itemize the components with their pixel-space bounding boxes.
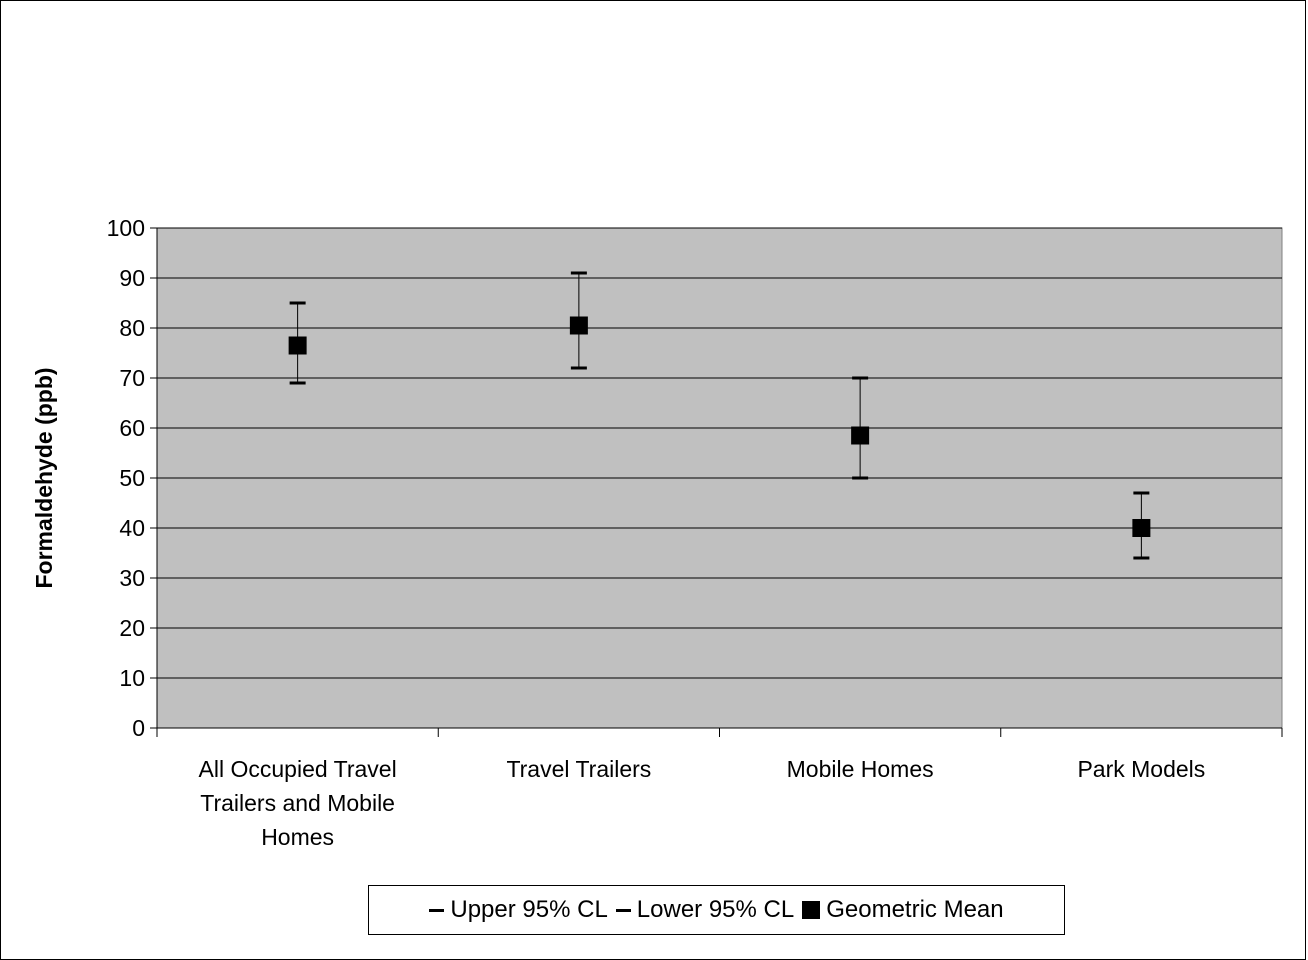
x-tick-label-1: Travel Trailers — [506, 756, 651, 782]
data-marks — [288, 271, 1151, 560]
geometric-mean-square-icon — [802, 901, 821, 919]
y-tick-labels: 0 10 20 30 40 50 60 70 80 90 100 — [107, 215, 145, 741]
legend-item-mean: Geometric Mean — [802, 896, 1004, 924]
upper-cl-marker-3 — [1133, 491, 1150, 495]
upper-cl-marker-1 — [570, 271, 587, 275]
x-tick-labels: All Occupied Travel Trailers and Mobile Ho… — [199, 756, 1206, 850]
y-tick-label-30: 30 — [119, 565, 145, 591]
y-tick-label-90: 90 — [119, 265, 145, 291]
legend: Upper 95% CL Lower 95% CL Geometric Mean — [368, 885, 1065, 935]
chart-svg: 0 10 20 30 40 50 60 70 80 90 100 All Occupied Trav… — [31, 215, 1283, 850]
lower-cl-marker-0 — [289, 381, 306, 385]
y-tick-label-80: 80 — [119, 315, 145, 341]
legend-label-mean: Geometric Mean — [826, 896, 1004, 923]
geometric-mean-point-1 — [569, 316, 588, 335]
legend-label-upper: Upper 95% CL — [450, 896, 608, 923]
upper-cl-dash-icon — [429, 908, 445, 912]
x-tick-label-3: Park Models — [1077, 756, 1205, 782]
y-axis-label: Formaldehyde (ppb) — [31, 367, 57, 588]
y-tick-label-50: 50 — [119, 465, 145, 491]
lower-cl-marker-2 — [852, 476, 869, 480]
y-tick-label-0: 0 — [132, 715, 145, 741]
gridlines — [157, 227, 1282, 679]
geometric-mean-point-0 — [288, 336, 307, 355]
y-tick-label-60: 60 — [119, 415, 145, 441]
geometric-mean-point-2 — [851, 426, 870, 445]
x-tick-label-2: Mobile Homes — [787, 756, 934, 782]
y-tick-label-70: 70 — [119, 365, 145, 391]
legend-label-lower: Lower 95% CL — [636, 896, 795, 923]
y-tick-label-100: 100 — [107, 215, 145, 241]
lower-cl-marker-1 — [570, 366, 587, 370]
geometric-mean-point-3 — [1132, 519, 1151, 537]
y-tick-label-10: 10 — [119, 665, 145, 691]
legend-item-lower: Lower 95% CL — [615, 896, 795, 924]
upper-cl-marker-0 — [289, 301, 306, 305]
axes — [150, 227, 1283, 737]
lower-cl-dash-icon — [615, 908, 631, 912]
x-tick-label-0: All Occupied Travel Trailers and Mobile Ho… — [199, 756, 397, 850]
upper-cl-marker-2 — [852, 376, 869, 380]
y-tick-label-40: 40 — [119, 515, 145, 541]
legend-item-upper: Upper 95% CL — [429, 896, 608, 924]
y-tick-label-20: 20 — [119, 615, 145, 641]
lower-cl-marker-3 — [1133, 556, 1150, 560]
